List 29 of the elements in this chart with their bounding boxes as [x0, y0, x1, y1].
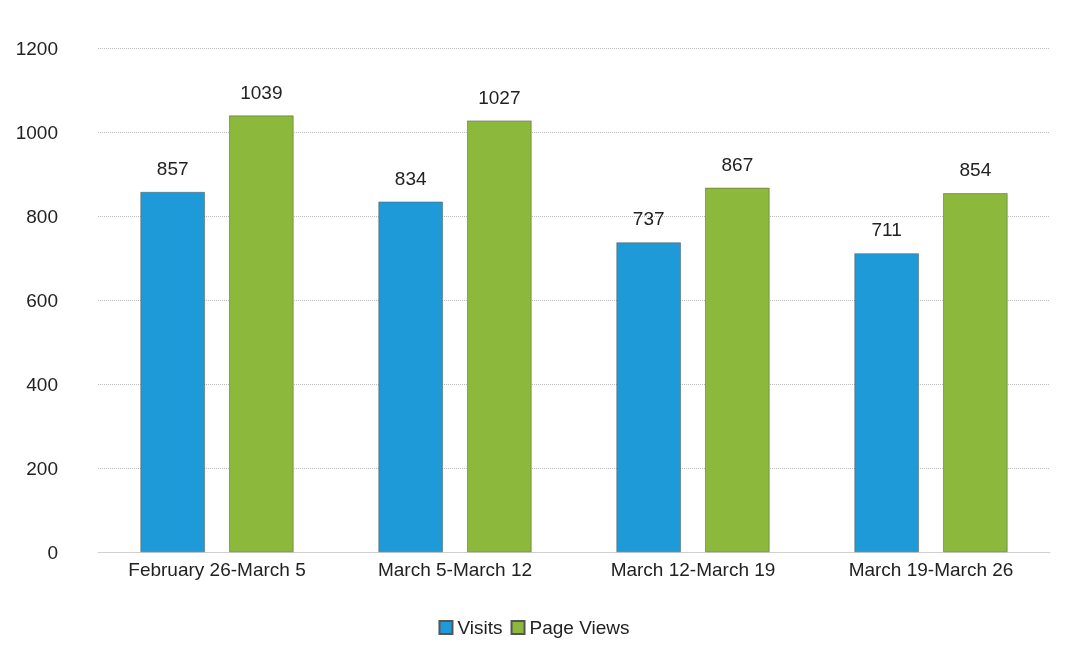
y-tick-label: 800	[26, 205, 58, 227]
y-tick-label: 600	[26, 289, 58, 311]
bar	[378, 201, 443, 552]
data-label: 867	[721, 153, 754, 175]
data-label: 1027	[478, 86, 521, 108]
data-label: 737	[632, 208, 665, 230]
x-tick-label: March 5-March 12	[377, 559, 533, 580]
legend-label: Visits	[457, 617, 503, 638]
x-tick-label: March 19-March 26	[848, 559, 1014, 580]
data-label: 1039	[240, 81, 283, 103]
y-tick-label: 200	[26, 457, 58, 479]
data-label: 711	[871, 219, 902, 241]
bar	[854, 253, 919, 552]
data-label: 834	[394, 167, 427, 189]
y-tick-label: 1000	[15, 121, 58, 143]
legend-label: Page Views	[529, 617, 630, 638]
data-label: 857	[156, 158, 189, 180]
bar	[229, 115, 294, 552]
bar	[140, 192, 205, 552]
y-tick-label: 1200	[15, 37, 58, 59]
data-label: 854	[959, 159, 992, 181]
bar	[467, 120, 532, 552]
bar	[705, 187, 770, 552]
x-tick-label: March 12-March 19	[610, 559, 776, 580]
bar	[943, 193, 1008, 552]
y-tick-label: 400	[26, 373, 58, 395]
x-tick-label: February 26-March 5	[128, 559, 306, 580]
bar	[616, 242, 681, 552]
y-tick-label: 0	[47, 541, 58, 563]
